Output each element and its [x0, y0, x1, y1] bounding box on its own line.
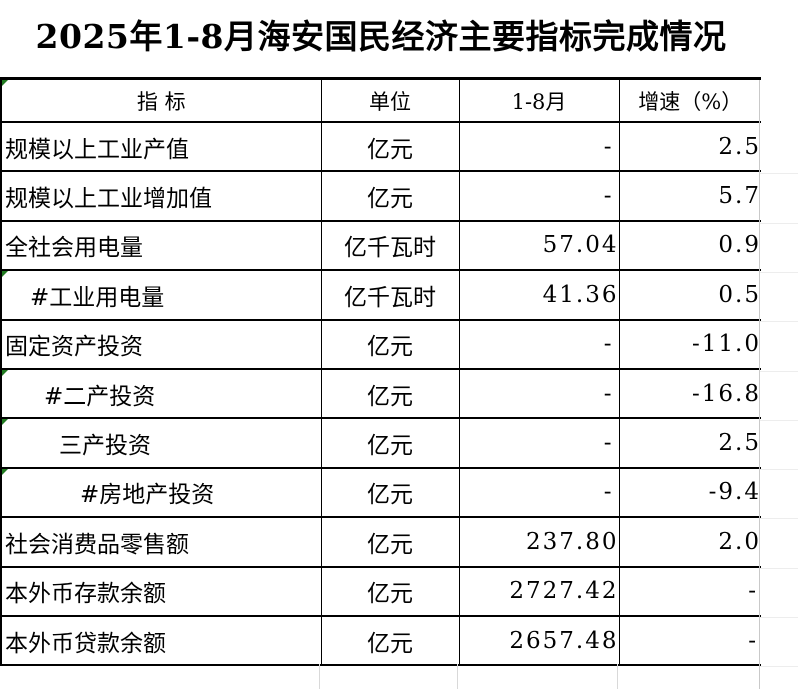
indicator-label: 三产投资	[59, 433, 151, 460]
growth-value-cell[interactable]: 2.5	[618, 120, 761, 173]
indicator-label: 本外币存款余额	[5, 581, 166, 608]
period-value-cell[interactable]: 2727.42	[458, 565, 620, 617]
sheet-gridline-horizontal	[760, 321, 798, 322]
period-value-cell[interactable]: 2657.48	[458, 614, 620, 667]
unit-cell[interactable]: 亿元	[320, 516, 460, 568]
growth-value-cell[interactable]: -11.0	[618, 318, 761, 370]
growth-value-cell[interactable]: 2.5	[618, 417, 761, 469]
table-row: #房地产投资 亿元 - -9.4	[0, 466, 761, 519]
growth-value-cell[interactable]: -	[618, 614, 761, 667]
indicator-cell[interactable]: 全社会用电量	[0, 219, 322, 272]
period-value-cell[interactable]: -	[458, 367, 620, 420]
sheet-gridline-vertical	[759, 80, 760, 689]
indicator-cell[interactable]: 本外币贷款余额	[0, 614, 322, 667]
growth-value-cell[interactable]: -	[618, 565, 761, 617]
growth-value-cell[interactable]: 0.5	[618, 269, 761, 321]
unit-cell[interactable]: 亿千瓦时	[320, 269, 460, 321]
growth-value-cell[interactable]: -9.4	[618, 466, 761, 519]
growth-value-cell[interactable]: -16.8	[618, 367, 761, 420]
cell-error-flag-icon	[2, 420, 8, 426]
header-label-growth: 增速（%）	[638, 89, 743, 114]
sheet-gridline-horizontal	[760, 371, 798, 372]
cell-error-flag-icon	[2, 469, 8, 475]
period-value-cell[interactable]: -	[458, 466, 620, 519]
sheet-gridline-horizontal	[760, 223, 798, 224]
header-label-period: 1-8月	[511, 89, 567, 114]
sheet-gridline-horizontal	[760, 469, 798, 470]
cell-error-flag-icon	[2, 272, 8, 278]
table-row: #工业用电量 亿千瓦时 41.36 0.5	[0, 269, 761, 321]
sheet-gridline-horizontal	[760, 666, 798, 667]
period-value-cell[interactable]: -	[458, 170, 620, 222]
indicator-label: #房地产投资	[80, 482, 215, 509]
indicator-cell[interactable]: #二产投资	[0, 367, 322, 420]
unit-cell[interactable]: 亿元	[320, 170, 460, 222]
unit-cell[interactable]: 亿元	[320, 120, 460, 173]
indicator-label: 社会消费品零售额	[5, 531, 189, 558]
unit-cell[interactable]: 亿千瓦时	[320, 219, 460, 272]
cell-error-flag-icon	[2, 370, 8, 376]
table-row: 全社会用电量 亿千瓦时 57.04 0.9	[0, 219, 761, 272]
header-cell-growth[interactable]: 增速（%）	[618, 77, 761, 123]
unit-cell[interactable]: 亿元	[320, 614, 460, 667]
indicator-label: #工业用电量	[30, 284, 165, 311]
indicator-cell[interactable]: 规模以上工业增加值	[0, 170, 322, 222]
sheet-gridline-horizontal	[760, 617, 798, 618]
sheet-gridline-vertical	[617, 664, 618, 689]
page-title: 2025年1-8月海安国民经济主要指标完成情况	[35, 17, 727, 56]
unit-cell[interactable]: 亿元	[320, 565, 460, 617]
indicator-cell[interactable]: 社会消费品零售额	[0, 516, 322, 568]
indicator-label: 规模以上工业产值	[5, 136, 189, 163]
period-value-cell[interactable]: -	[458, 120, 620, 173]
header-label-indicator: 指 标	[136, 89, 186, 114]
indicator-cell[interactable]: 规模以上工业产值	[0, 120, 322, 173]
period-value-cell[interactable]: 41.36	[458, 269, 620, 321]
period-value-cell[interactable]: 57.04	[458, 219, 620, 272]
table-row: 本外币存款余额 亿元 2727.42-	[0, 565, 761, 617]
period-value-cell[interactable]: -	[458, 318, 620, 370]
growth-value-cell[interactable]: 0.9	[618, 219, 761, 272]
cell-error-flag-icon	[2, 80, 8, 86]
sheet-gridline-horizontal	[760, 518, 798, 519]
table-row: 三产投资 亿元 -2.5	[0, 417, 761, 469]
period-value-cell[interactable]: 237.80	[458, 516, 620, 568]
table-header-row: 指 标 单位 1-8月 增速（%）	[0, 77, 761, 123]
header-label-unit: 单位	[369, 89, 411, 114]
indicator-cell[interactable]: 固定资产投资	[0, 318, 322, 370]
header-cell-period[interactable]: 1-8月	[458, 77, 620, 123]
indicator-cell[interactable]: #工业用电量	[0, 269, 322, 321]
indicator-label: #二产投资	[44, 383, 156, 410]
indicator-label: 全社会用电量	[5, 235, 143, 262]
indicator-label: 固定资产投资	[5, 334, 143, 361]
table-row: 固定资产投资 亿元 - -11.0	[0, 318, 761, 370]
growth-value-cell[interactable]: 2.0	[618, 516, 761, 568]
indicator-cell[interactable]: 三产投资	[0, 417, 322, 469]
header-cell-indicator[interactable]: 指 标	[0, 77, 322, 123]
unit-cell[interactable]: 亿元	[320, 367, 460, 420]
indicators-table: 指 标 单位 1-8月 增速（%） 规模以上工业产值 亿元 -2.5 规模以上工业增加…	[0, 77, 761, 667]
sheet-gridline-horizontal	[760, 420, 798, 421]
unit-cell[interactable]: 亿元	[320, 417, 460, 469]
indicator-label: 规模以上工业增加值	[5, 186, 212, 213]
indicator-cell[interactable]: 本外币存款余额	[0, 565, 322, 617]
unit-cell[interactable]: 亿元	[320, 318, 460, 370]
sheet-gridline-horizontal	[760, 568, 798, 569]
period-value-cell[interactable]: -	[458, 417, 620, 469]
sheet-gridline-horizontal	[760, 272, 798, 273]
table-row: 规模以上工业产值 亿元 -2.5	[0, 120, 761, 173]
header-cell-unit[interactable]: 单位	[320, 77, 460, 123]
table-row: #二产投资 亿元 - -16.8	[0, 367, 761, 420]
indicator-cell[interactable]: #房地产投资	[0, 466, 322, 519]
sheet-gridline-vertical	[319, 664, 320, 689]
sheet-gridline-vertical	[457, 664, 458, 689]
sheet-gridline-horizontal	[760, 173, 798, 174]
table-row: 社会消费品零售额 亿元 237.80 2.0	[0, 516, 761, 568]
table-row: 本外币贷款余额 亿元 2657.48-	[0, 614, 761, 667]
growth-value-cell[interactable]: 5.7	[618, 170, 761, 222]
unit-cell[interactable]: 亿元	[320, 466, 460, 519]
table-row: 规模以上工业增加值 亿元 -5.7	[0, 170, 761, 222]
indicator-label: 本外币贷款余额	[5, 630, 166, 657]
